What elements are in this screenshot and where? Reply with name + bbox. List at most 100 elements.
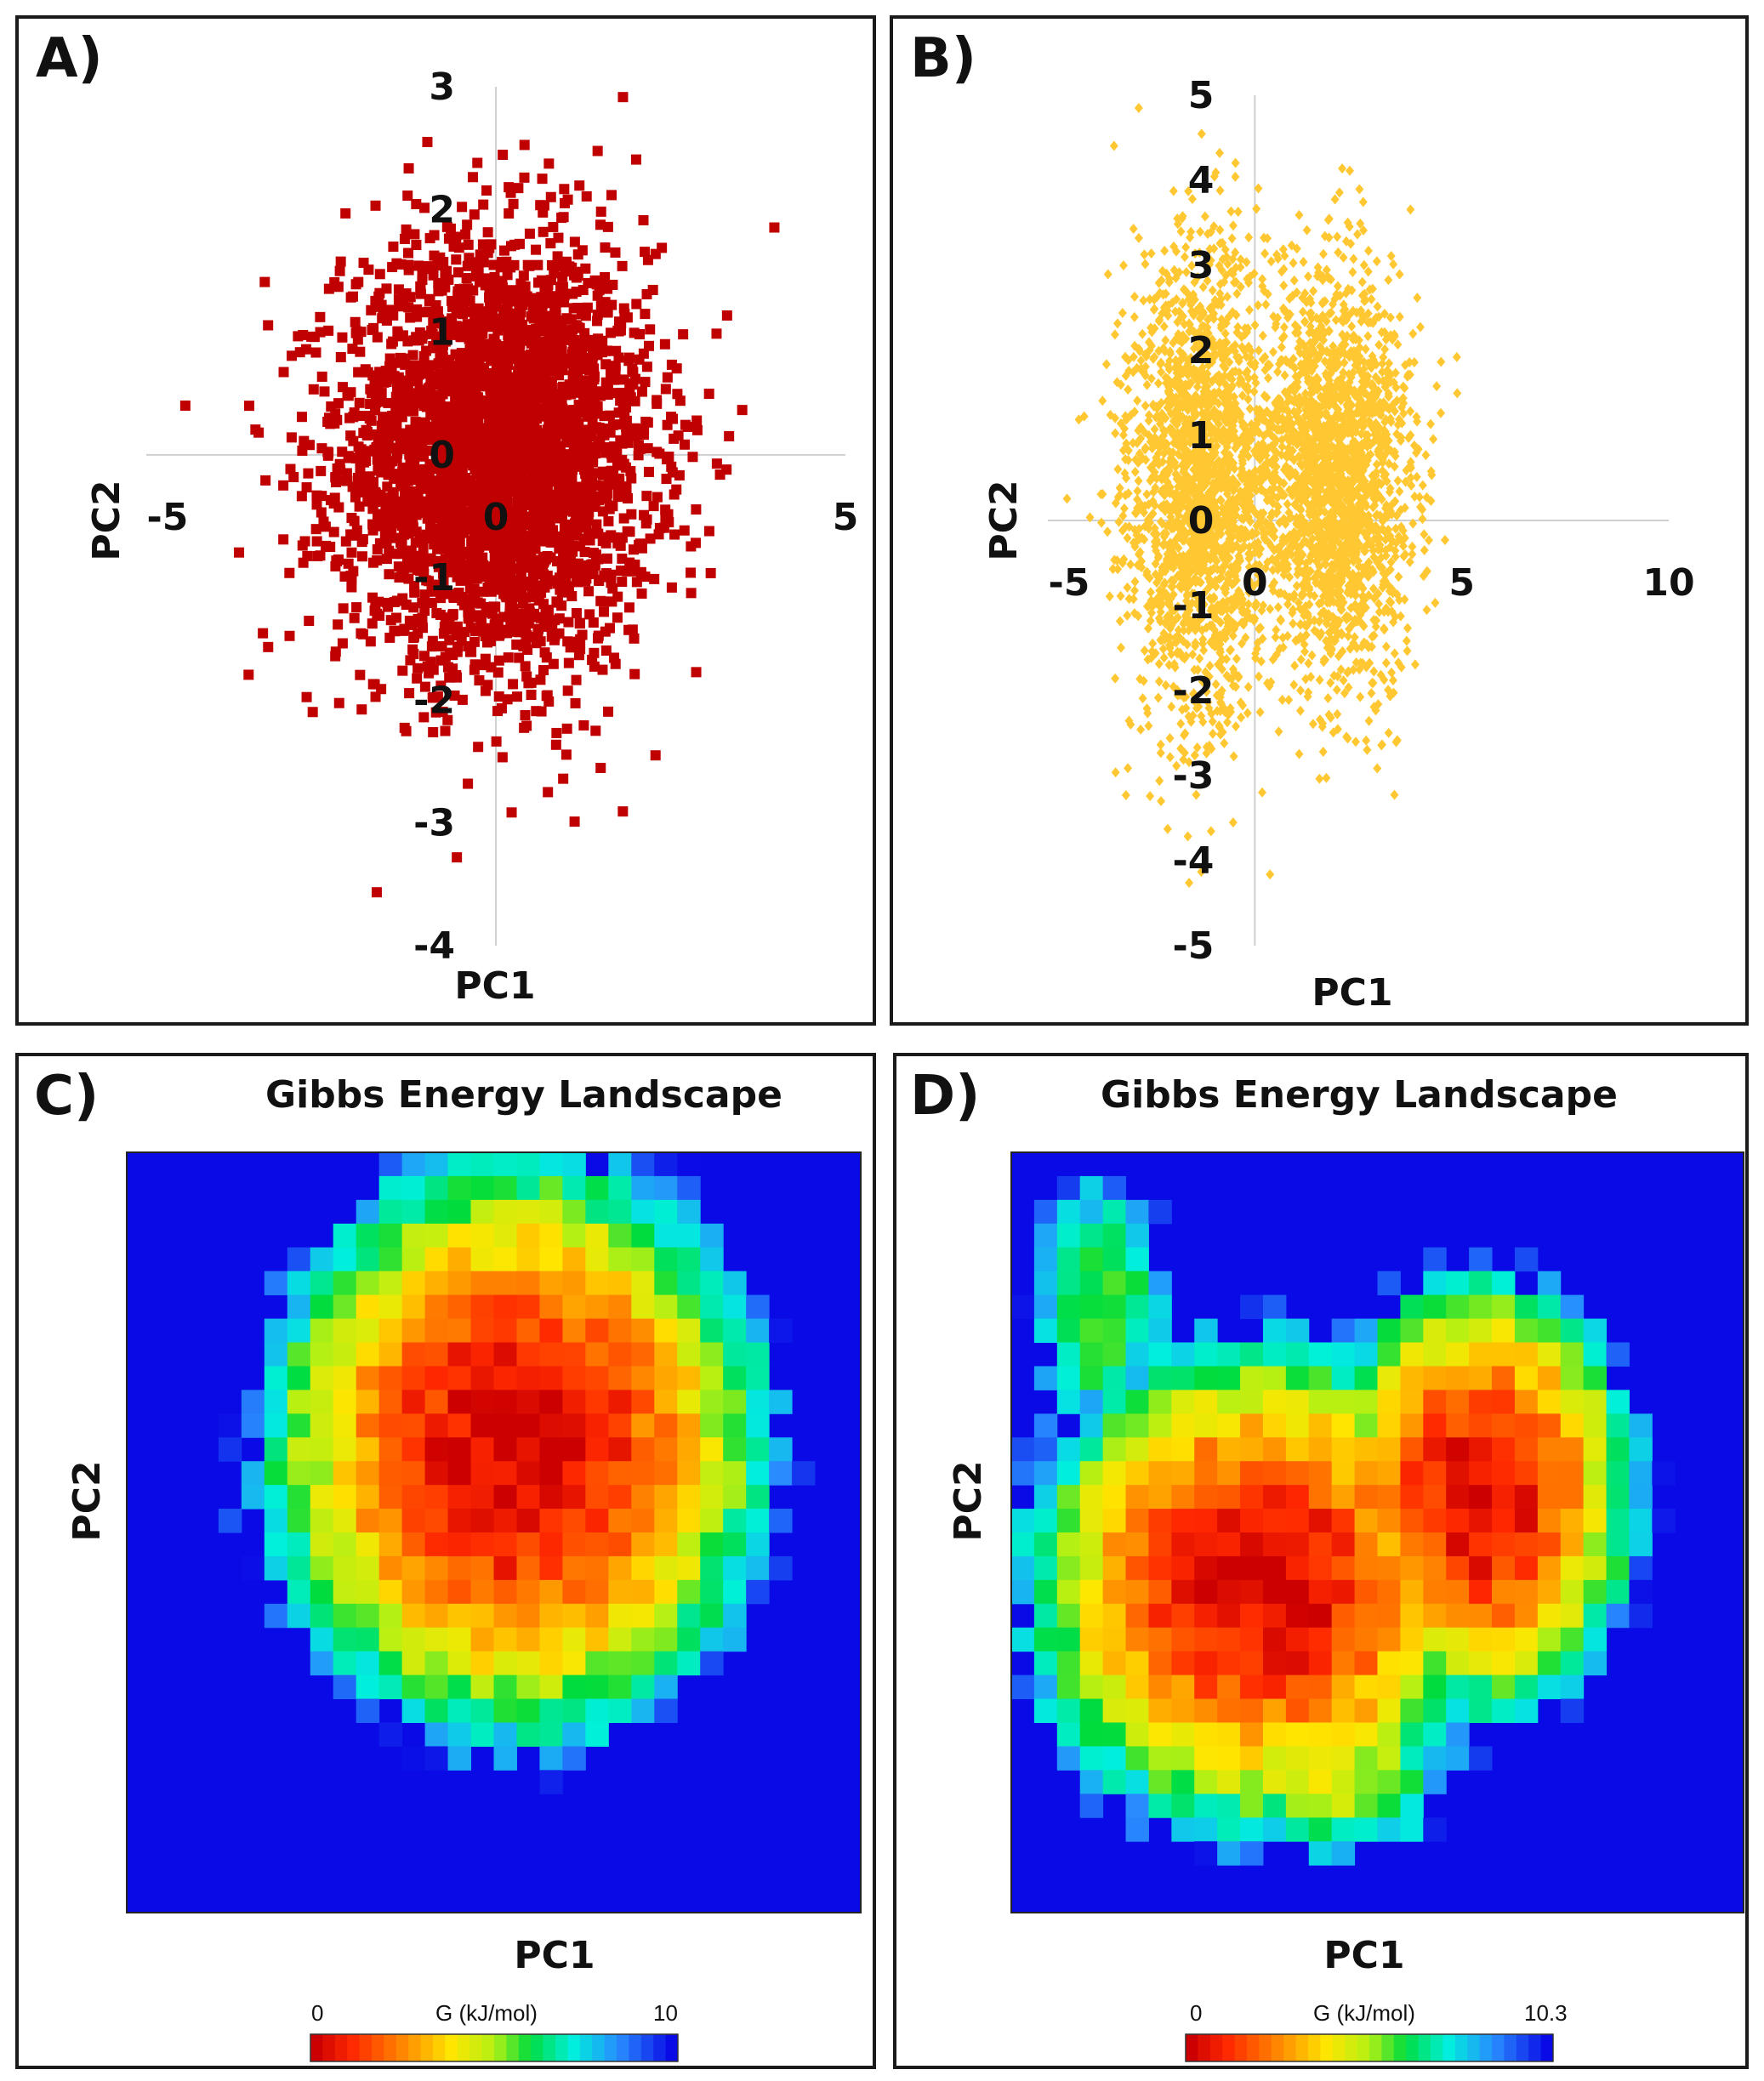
data-point — [1195, 247, 1204, 259]
data-point — [374, 537, 385, 549]
data-point — [1190, 750, 1199, 761]
data-point — [384, 525, 395, 536]
data-point — [705, 567, 716, 578]
data-point — [577, 629, 588, 640]
data-point — [562, 424, 573, 435]
data-point — [392, 331, 403, 342]
data-point — [650, 248, 661, 259]
data-point — [404, 616, 415, 627]
data-point — [412, 311, 423, 322]
data-point — [559, 297, 570, 308]
data-point — [1263, 288, 1272, 299]
data-point — [1295, 748, 1304, 759]
data-point — [537, 173, 548, 185]
data-point — [243, 669, 254, 680]
data-point — [1319, 334, 1329, 345]
data-point — [600, 487, 611, 498]
y-tick-label: 0 — [429, 434, 455, 477]
data-point — [1289, 604, 1298, 615]
data-point — [592, 145, 603, 156]
data-point — [523, 618, 534, 629]
data-point — [436, 640, 447, 651]
data-point — [569, 502, 580, 513]
data-point — [452, 646, 463, 657]
data-point — [451, 254, 462, 265]
data-point — [419, 605, 430, 616]
data-point — [439, 457, 450, 468]
data-point — [326, 495, 337, 506]
panel-b: B) 5 4 3 2 1 0 -1 -2 -3 -4 -5 -5 0 5 10 PC1 PC2 — [890, 15, 1749, 1026]
data-point — [465, 327, 476, 338]
data-point — [1171, 246, 1181, 257]
data-point — [475, 560, 487, 571]
data-point — [1204, 314, 1213, 325]
data-point — [340, 536, 351, 547]
data-point — [1203, 229, 1212, 240]
data-point — [1233, 321, 1243, 333]
data-point — [1288, 290, 1297, 301]
data-point — [600, 345, 611, 356]
data-point — [1141, 401, 1150, 412]
data-point — [478, 199, 489, 210]
data-point — [497, 257, 508, 268]
data-point — [583, 507, 595, 518]
data-point — [1121, 370, 1130, 381]
data-point — [1387, 667, 1397, 678]
data-point — [303, 468, 314, 479]
data-point — [515, 612, 526, 623]
data-point — [563, 657, 574, 668]
data-point — [1159, 652, 1169, 663]
data-point — [1372, 459, 1381, 470]
data-point — [507, 484, 518, 495]
data-point — [532, 302, 543, 313]
data-point — [612, 481, 623, 492]
data-point — [526, 430, 538, 441]
data-point — [1229, 751, 1238, 762]
data-point — [1280, 370, 1289, 381]
data-point — [544, 417, 555, 428]
data-point — [1299, 256, 1308, 267]
data-point — [431, 555, 442, 566]
data-point — [1309, 286, 1318, 297]
data-point — [284, 567, 295, 578]
data-point — [481, 185, 492, 196]
data-point — [540, 278, 551, 289]
data-point — [419, 202, 430, 213]
data-point — [1173, 213, 1182, 224]
data-point — [599, 606, 610, 617]
data-point — [546, 259, 557, 270]
data-point — [456, 403, 467, 414]
data-point — [636, 543, 647, 554]
data-point — [1406, 406, 1415, 417]
data-point — [1164, 659, 1174, 670]
data-point — [467, 552, 478, 563]
data-point — [430, 707, 441, 718]
data-point — [652, 492, 663, 503]
data-point — [578, 572, 589, 583]
data-point — [487, 379, 498, 390]
data-point — [1108, 564, 1118, 575]
data-point — [1186, 437, 1195, 448]
data-point — [1158, 643, 1168, 654]
data-point — [391, 373, 402, 384]
data-point — [518, 270, 529, 281]
data-point — [288, 472, 299, 483]
data-point — [650, 750, 661, 761]
data-point — [402, 404, 413, 415]
data-point — [481, 628, 492, 640]
data-point — [511, 691, 522, 702]
data-point — [1260, 232, 1269, 243]
data-point — [1243, 599, 1253, 610]
data-point — [573, 522, 584, 533]
data-point — [468, 345, 479, 356]
data-point — [615, 566, 626, 577]
data-point — [533, 315, 544, 326]
data-point — [356, 327, 367, 338]
data-point — [558, 281, 569, 293]
data-point — [350, 316, 361, 327]
data-point — [404, 490, 415, 501]
data-point — [1355, 184, 1364, 195]
data-point — [370, 599, 381, 610]
data-point — [418, 451, 430, 462]
data-point — [600, 271, 611, 282]
